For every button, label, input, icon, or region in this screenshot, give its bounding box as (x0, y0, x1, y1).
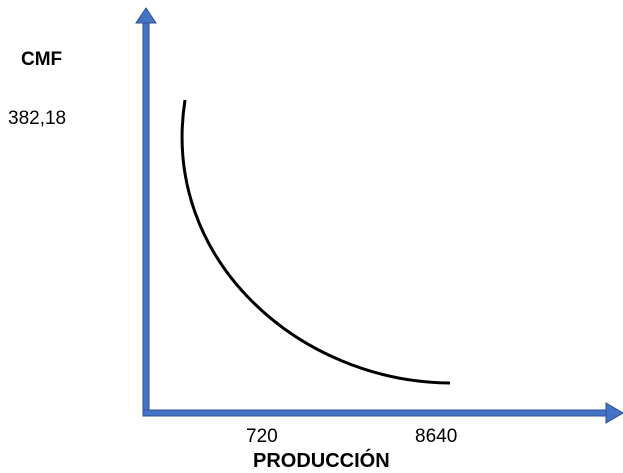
x-axis (142, 402, 623, 424)
y-axis-line (142, 21, 150, 417)
y-axis-arrowhead (135, 7, 157, 24)
y-axis-title: CMF (21, 49, 63, 70)
x-axis-tick-label: 8640 (415, 426, 458, 447)
y-axis-tick-label: 382,18 (8, 108, 67, 129)
x-axis-title: PRODUCCIÓN (253, 450, 390, 472)
y-axis (135, 7, 157, 417)
x-axis-arrowhead (605, 402, 623, 424)
cost-curve (180, 99, 451, 385)
x-axis-line (142, 409, 609, 417)
x-axis-tick-label: 720 (246, 426, 278, 447)
